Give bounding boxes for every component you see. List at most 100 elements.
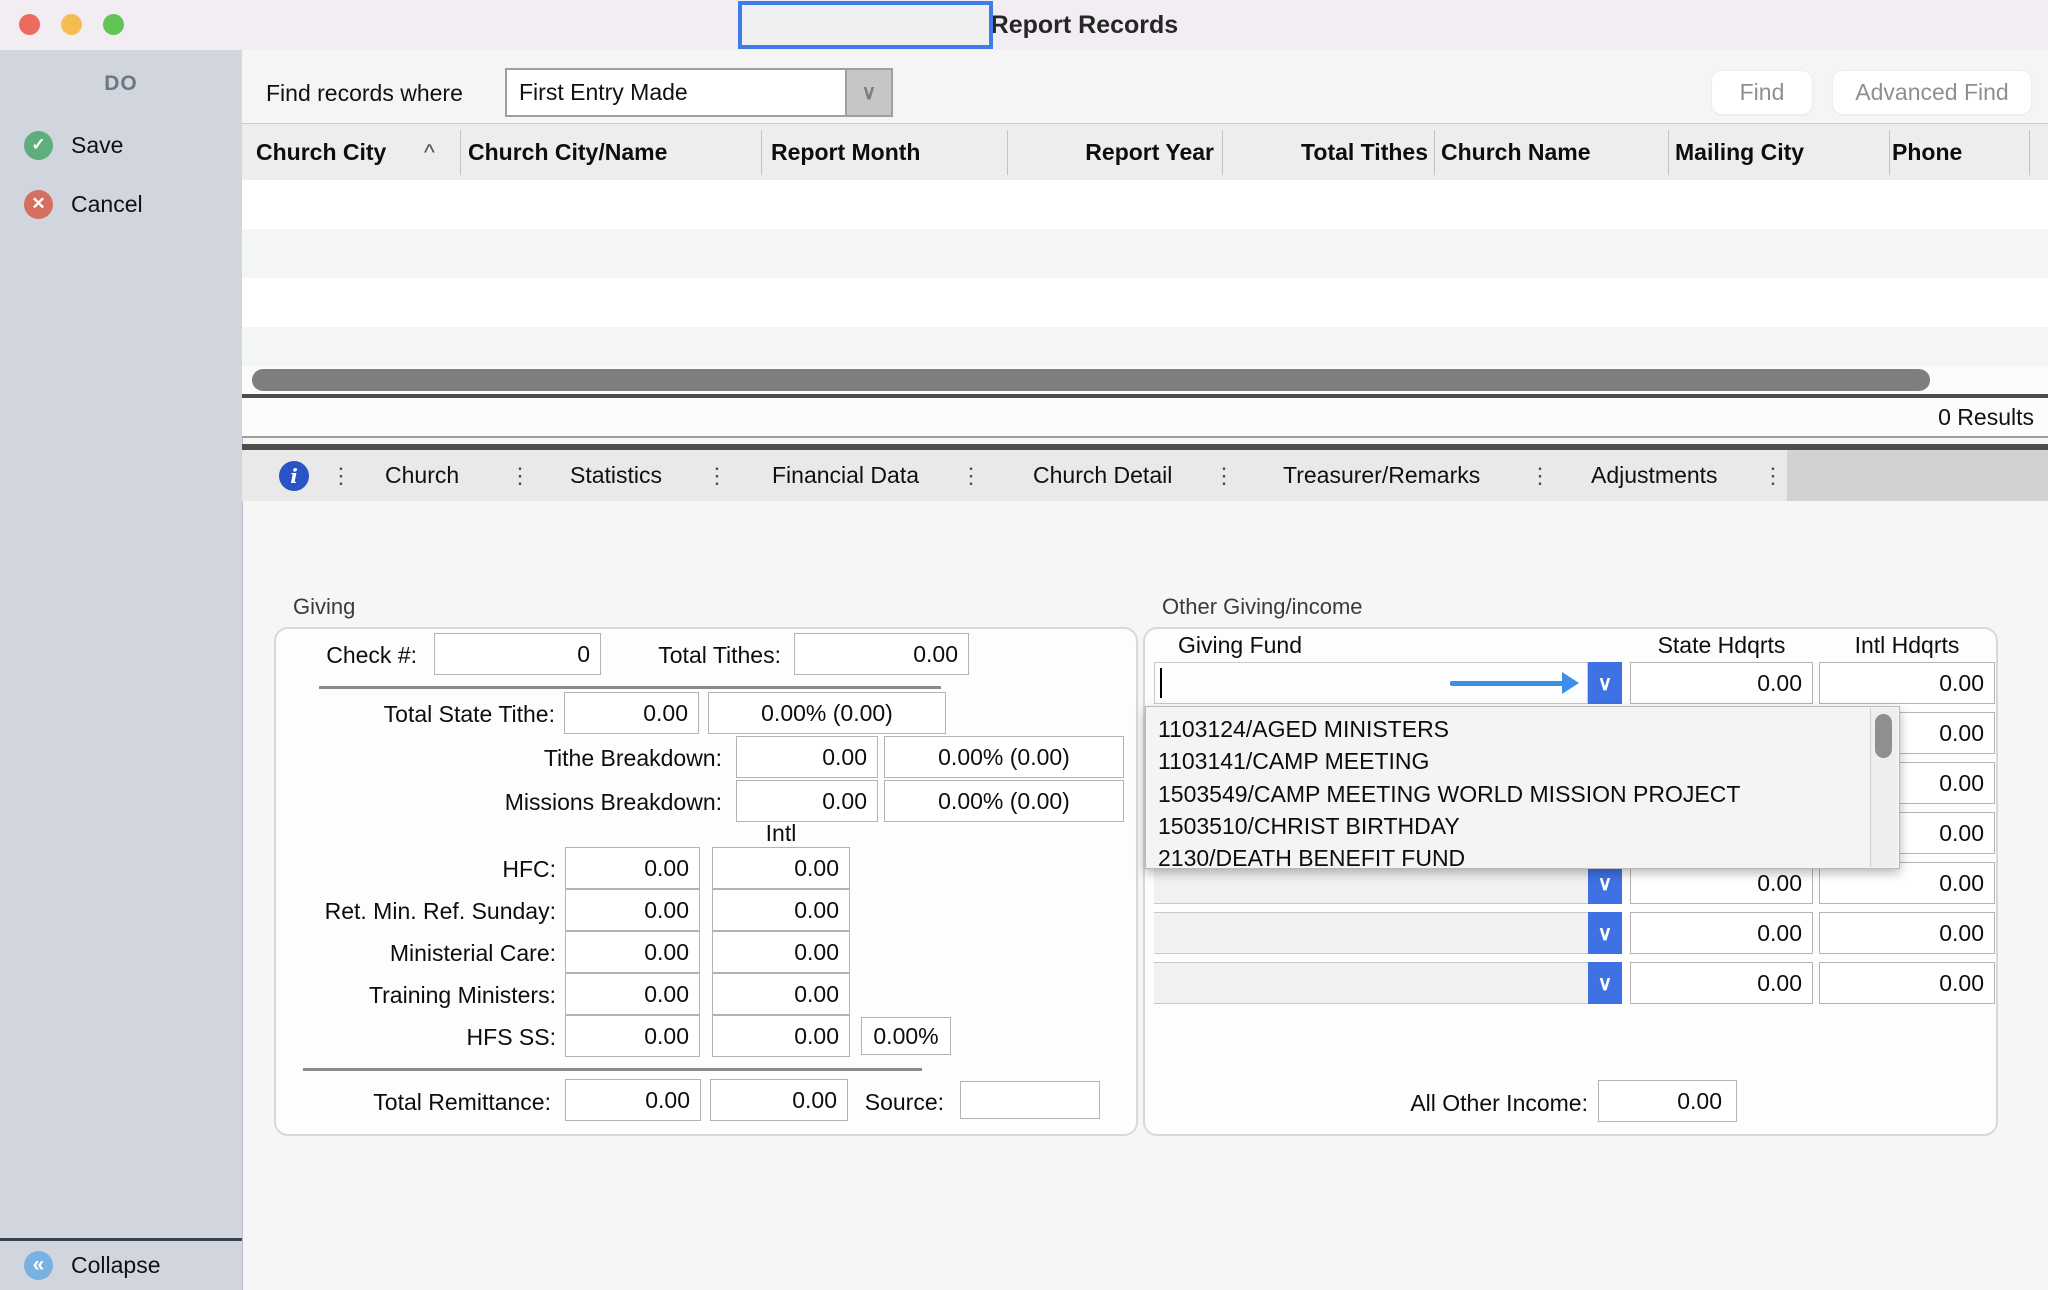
ret-min-ref-sunday-state-field[interactable]: 0.00 bbox=[565, 889, 700, 931]
fund-dropdown-button[interactable]: ∨ bbox=[1588, 862, 1622, 904]
tithe-breakdown-pct-field[interactable]: 0.00% (0.00) bbox=[884, 736, 1124, 778]
intl-column-header: Intl bbox=[765, 820, 797, 846]
hfs-ss-intl-field[interactable]: 0.00 bbox=[712, 1015, 850, 1057]
tab-separator-dots-icon: ⋮ bbox=[330, 462, 352, 488]
column-header-report-year[interactable]: Report Year bbox=[1085, 139, 1214, 165]
tab-financial-data-selection-box bbox=[738, 1, 993, 49]
tab-treasurer-remarks[interactable]: Treasurer/Remarks bbox=[1283, 462, 1481, 488]
intl-hdqrts-field[interactable]: 0.00 bbox=[1819, 662, 1995, 704]
pointer-arrow-icon bbox=[1450, 681, 1564, 686]
dropdown-item[interactable]: 1103141/CAMP MEETING bbox=[1158, 747, 1430, 774]
traffic-light-close-icon[interactable] bbox=[19, 14, 40, 35]
dropdown-item[interactable]: 1503549/CAMP MEETING WORLD MISSION PROJE… bbox=[1158, 780, 1741, 807]
tabbar-top-border bbox=[242, 444, 2048, 450]
state-hdqrts-field[interactable]: 0.00 bbox=[1630, 662, 1813, 704]
check-number-field[interactable]: 0 bbox=[434, 633, 601, 675]
find-field-select-value: First Entry Made bbox=[519, 79, 688, 105]
giving-divider bbox=[303, 1068, 922, 1071]
x-icon: ✕ bbox=[24, 189, 53, 219]
tab-church-detail[interactable]: Church Detail bbox=[1033, 462, 1173, 488]
total-remittance-intl-field[interactable]: 0.00 bbox=[710, 1079, 848, 1121]
tithe-breakdown-field[interactable]: 0.00 bbox=[736, 736, 878, 778]
training-ministers-state-field[interactable]: 0.00 bbox=[565, 973, 700, 1015]
column-header-mailing-city[interactable]: Mailing City bbox=[1675, 139, 1805, 165]
hfs-ss-pct-field[interactable]: 0.00% bbox=[861, 1017, 951, 1055]
column-header-church-city[interactable]: Church City bbox=[256, 139, 387, 165]
save-button-label: Save bbox=[71, 131, 124, 158]
tab-statistics[interactable]: Statistics bbox=[570, 462, 663, 488]
source-field[interactable] bbox=[960, 1081, 1100, 1119]
find-field-select[interactable]: First Entry Made ∨ bbox=[505, 68, 893, 117]
dropdown-scrollbar-thumb[interactable] bbox=[1875, 714, 1892, 758]
intl-hdqrts-field[interactable]: 0.00 bbox=[1819, 962, 1995, 1004]
sidebar-divider bbox=[0, 1238, 242, 1241]
giving-fund-dropdown-list: 1103124/AGED MINISTERS 1103141/CAMP MEET… bbox=[1145, 706, 1900, 871]
total-remittance-state-field[interactable]: 0.00 bbox=[565, 1079, 701, 1121]
collapse-button-label: Collapse bbox=[71, 1251, 161, 1278]
column-divider bbox=[1889, 130, 1890, 175]
collapse-button[interactable]: « Collapse bbox=[24, 1250, 161, 1280]
missions-breakdown-field[interactable]: 0.00 bbox=[736, 780, 878, 822]
table-row bbox=[242, 180, 2048, 229]
tithe-breakdown-label: Tithe Breakdown: bbox=[543, 745, 722, 771]
check-number-label: Check #: bbox=[326, 642, 417, 668]
giving-fund-field[interactable] bbox=[1154, 912, 1588, 954]
column-divider bbox=[1434, 130, 1435, 175]
dropdown-item[interactable]: 1503510/CHRIST BIRTHDAY bbox=[1158, 812, 1460, 839]
results-count: 0 Results bbox=[1938, 403, 2034, 430]
fund-dropdown-button[interactable]: ∨ bbox=[1588, 962, 1622, 1004]
dropdown-item[interactable]: 2130/DEATH BENEFIT FUND bbox=[1158, 844, 1466, 871]
column-header-report-month[interactable]: Report Month bbox=[771, 139, 921, 165]
find-button[interactable]: Find bbox=[1712, 71, 1812, 114]
column-header-phone[interactable]: Phone bbox=[1892, 139, 1963, 165]
column-header-total-tithes[interactable]: Total Tithes bbox=[1301, 139, 1428, 165]
sort-ascending-icon[interactable]: ^ bbox=[424, 139, 435, 165]
total-tithes-label: Total Tithes: bbox=[658, 642, 781, 668]
total-state-tithe-pct-field[interactable]: 0.00% (0.00) bbox=[708, 692, 946, 734]
info-icon[interactable]: i bbox=[279, 461, 309, 491]
traffic-light-zoom-icon[interactable] bbox=[103, 14, 124, 35]
missions-breakdown-pct-field[interactable]: 0.00% (0.00) bbox=[884, 780, 1124, 822]
intl-hdqrts-field[interactable]: 0.00 bbox=[1819, 912, 1995, 954]
dropdown-scrollbar[interactable] bbox=[1870, 708, 1897, 867]
state-hdqrts-header: State Hdqrts bbox=[1657, 632, 1786, 658]
sidebar-header: DO bbox=[104, 72, 138, 95]
state-hdqrts-field[interactable]: 0.00 bbox=[1630, 912, 1813, 954]
dropdown-item[interactable]: 1103124/AGED MINISTERS bbox=[1158, 715, 1450, 742]
all-other-income-field[interactable]: 0.00 bbox=[1598, 1080, 1737, 1122]
intl-hdqrts-field[interactable]: 0.00 bbox=[1819, 862, 1995, 904]
tab-financial-data[interactable]: Financial Data bbox=[772, 462, 920, 488]
giving-panel bbox=[274, 627, 1138, 1136]
fund-dropdown-button[interactable]: ∨ bbox=[1588, 912, 1622, 954]
source-label: Source: bbox=[864, 1089, 944, 1115]
horizontal-scrollbar-thumb[interactable] bbox=[252, 369, 1930, 391]
advanced-find-button[interactable]: Advanced Find bbox=[1833, 71, 2031, 114]
tab-adjustments[interactable]: Adjustments bbox=[1591, 462, 1718, 488]
state-hdqrts-field[interactable]: 0.00 bbox=[1630, 962, 1813, 1004]
missions-breakdown-label: Missions Breakdown: bbox=[504, 789, 722, 815]
total-tithes-field[interactable]: 0.00 bbox=[794, 633, 969, 675]
text-cursor bbox=[1160, 668, 1162, 698]
giving-fund-field[interactable] bbox=[1154, 962, 1588, 1004]
table-row bbox=[242, 229, 2048, 278]
column-header-church-city-name[interactable]: Church City/Name bbox=[468, 139, 668, 165]
results-bar: 0 Results bbox=[242, 398, 2048, 438]
hfc-intl-field[interactable]: 0.00 bbox=[712, 847, 850, 889]
find-records-where-label: Find records where bbox=[266, 80, 463, 106]
fund-dropdown-button[interactable]: ∨ bbox=[1588, 662, 1622, 704]
pointer-arrow-head-icon bbox=[1562, 672, 1579, 694]
ret-min-ref-sunday-intl-field[interactable]: 0.00 bbox=[712, 889, 850, 931]
tab-separator-dots-icon: ⋮ bbox=[1213, 462, 1235, 488]
total-state-tithe-field[interactable]: 0.00 bbox=[564, 692, 699, 734]
ministerial-care-intl-field[interactable]: 0.00 bbox=[712, 931, 850, 973]
cancel-button[interactable]: ✕ Cancel bbox=[24, 189, 143, 219]
training-ministers-intl-field[interactable]: 0.00 bbox=[712, 973, 850, 1015]
hfc-state-field[interactable]: 0.00 bbox=[565, 847, 700, 889]
save-button[interactable]: ✓ Save bbox=[24, 130, 123, 160]
ministerial-care-state-field[interactable]: 0.00 bbox=[565, 931, 700, 973]
column-header-church-name[interactable]: Church Name bbox=[1441, 139, 1591, 165]
tab-church[interactable]: Church bbox=[385, 462, 460, 488]
chevron-down-icon[interactable]: ∨ bbox=[845, 70, 891, 115]
hfs-ss-state-field[interactable]: 0.00 bbox=[565, 1015, 700, 1057]
traffic-light-minimize-icon[interactable] bbox=[61, 14, 82, 35]
